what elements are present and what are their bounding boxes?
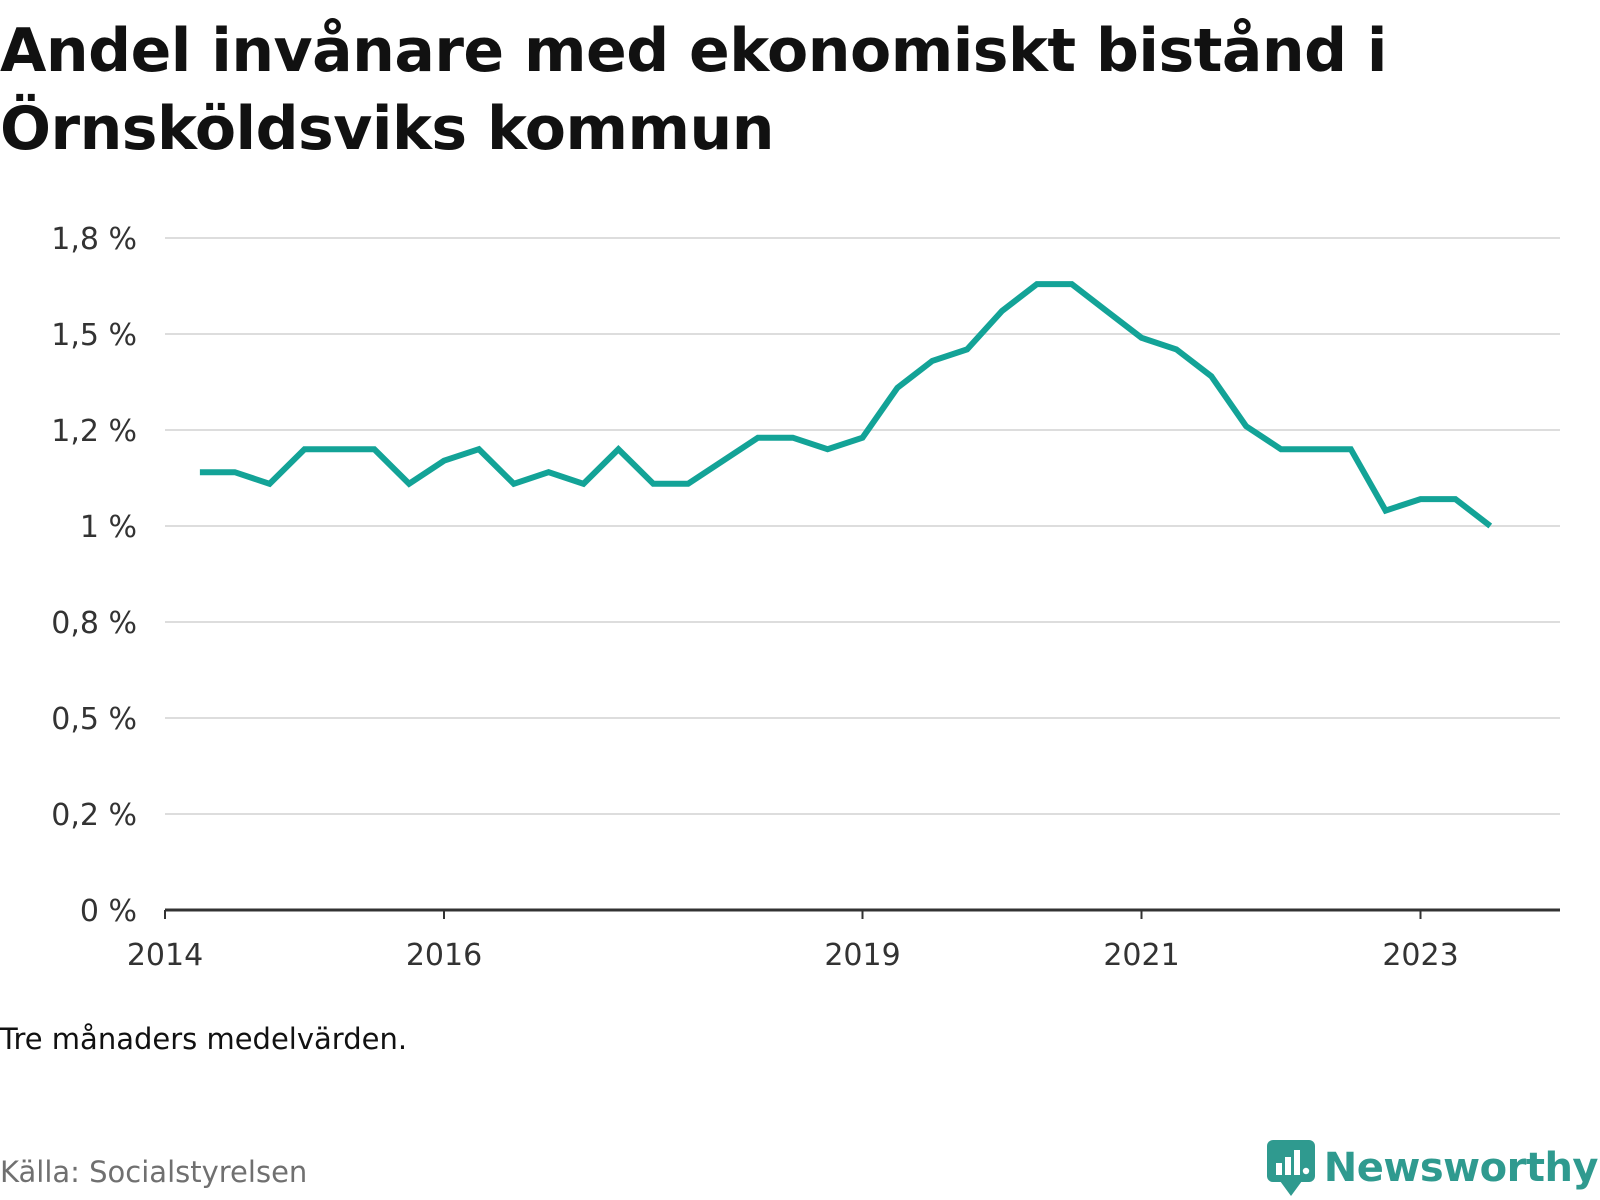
x-tick-label: 2016 [406, 938, 482, 973]
y-tick-label: 1,5 % [51, 318, 137, 353]
source-credit: Källa: Socialstyrelsen [0, 1155, 308, 1189]
chart-note: Tre månaders medelvärden. [0, 1022, 408, 1056]
gridlines [165, 237, 1560, 815]
y-tick-label: 0 % [80, 894, 137, 929]
y-tick-label: 0,8 % [51, 606, 137, 641]
x-tick-label: 2014 [127, 938, 203, 973]
y-tick-label: 0,5 % [51, 702, 137, 737]
brand-logo: Newsworthy [1266, 1138, 1599, 1198]
chart-title: Andel invånare med ekonomiskt bistånd i … [0, 16, 1387, 164]
line-chart: 0 % 0,2 % 0,5 % 0,8 % 1 % 1,2 % 1,5 % 1,8 % 201… [51, 222, 1560, 973]
y-tick-label: 1,2 % [51, 414, 137, 449]
y-tick-label: 1,8 % [51, 222, 137, 257]
x-tick-label: 2021 [1103, 938, 1179, 973]
brand-name: Newsworthy [1323, 1145, 1599, 1191]
x-axis: 2014 2016 2019 2021 2023 [127, 908, 1560, 973]
y-tick-label: 0,2 % [51, 798, 137, 833]
y-axis-labels: 0 % 0,2 % 0,5 % 0,8 % 1 % 1,2 % 1,5 % 1,8 % [51, 222, 137, 929]
series-line [199, 281, 1493, 529]
y-tick-label: 1 % [80, 510, 137, 545]
newsworthy-logo-icon [1266, 1140, 1315, 1196]
x-tick-label: 2023 [1382, 938, 1458, 973]
x-tick-label: 2019 [824, 938, 900, 973]
series-layer [199, 281, 1493, 529]
